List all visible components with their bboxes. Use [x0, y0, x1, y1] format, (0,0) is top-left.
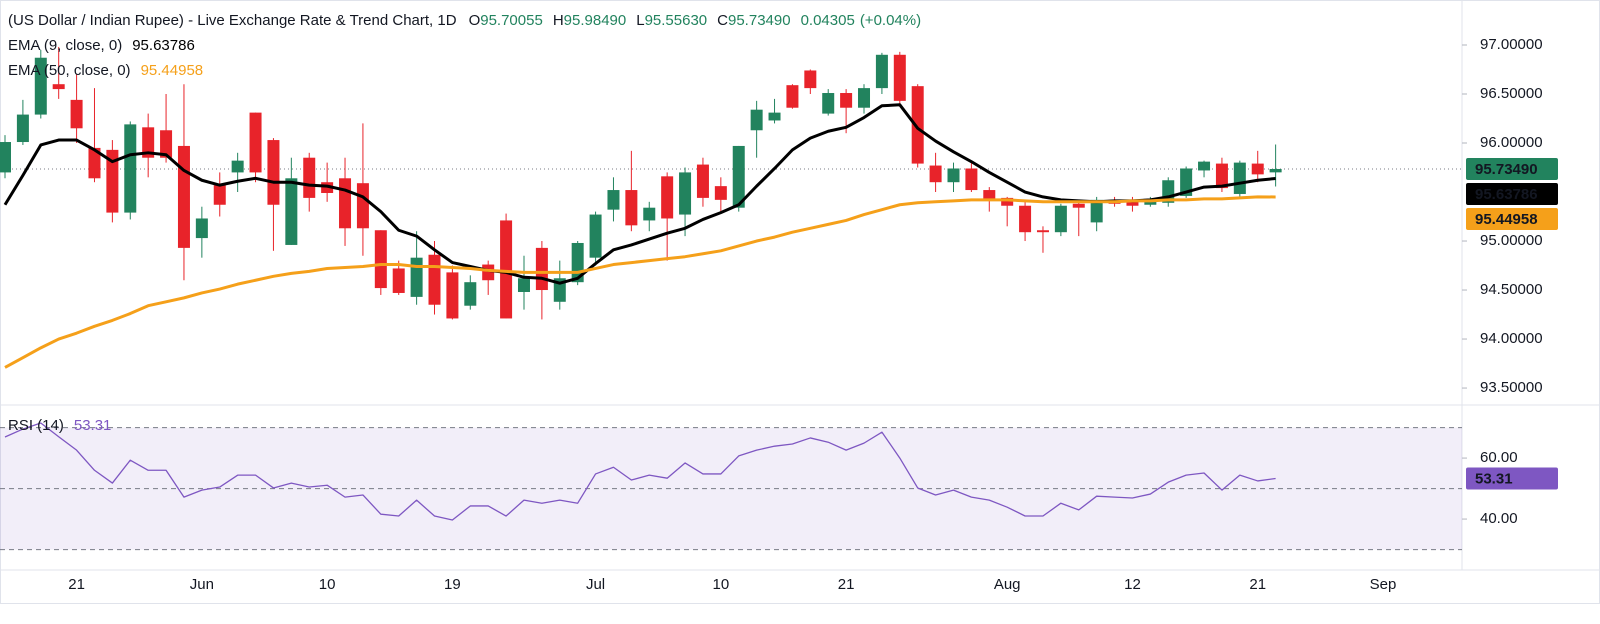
- candle-body: [661, 176, 673, 218]
- candle-body: [518, 278, 530, 292]
- ohlc-key: H: [553, 12, 564, 29]
- candle-body: [1037, 230, 1049, 232]
- legend-name: RSI (14): [8, 417, 64, 434]
- change-percent: (+0.04%): [860, 12, 921, 29]
- candle-body: [500, 220, 512, 318]
- legend-value: 95.63786: [132, 37, 195, 54]
- candle-body: [339, 178, 351, 228]
- x-tick-label: Aug: [994, 576, 1021, 593]
- candle-body: [947, 168, 959, 182]
- candle-body: [1073, 204, 1085, 208]
- candle-body: [0, 142, 11, 172]
- candle-body: [858, 88, 870, 108]
- x-tick-label: Sep: [1370, 576, 1397, 593]
- candle-body: [751, 110, 763, 131]
- candle-body: [393, 268, 405, 293]
- y-tick-label: 40.00: [1480, 510, 1518, 527]
- ohlc-value: 95.73490: [728, 12, 791, 29]
- y-tick-label: 60.00: [1480, 449, 1518, 466]
- candle-body: [930, 166, 942, 183]
- ohlc-value: 95.70055: [480, 12, 543, 29]
- candle-body: [840, 93, 852, 108]
- candle-body: [697, 165, 709, 198]
- x-tick-label: 21: [1249, 576, 1266, 593]
- candle-body: [1198, 162, 1210, 171]
- legend-entry: EMA (9, close, 0) 95.63786: [8, 37, 195, 54]
- x-tick-label: Jul: [586, 576, 605, 593]
- x-tick-label: 10: [319, 576, 336, 593]
- rsi-legend: RSI (14) 53.31: [8, 417, 111, 434]
- candle-body: [357, 183, 369, 228]
- candle-body: [625, 190, 637, 225]
- x-tick-label: 12: [1124, 576, 1141, 593]
- y-tick-label: 94.00000: [1480, 330, 1543, 347]
- ohlc-key: O: [469, 12, 481, 29]
- candle-body: [876, 55, 888, 88]
- candle-body: [411, 258, 423, 297]
- y-tick-label: 93.50000: [1480, 379, 1543, 396]
- x-tick-label: 21: [838, 576, 855, 593]
- ohlc-value: 95.98490: [564, 12, 627, 29]
- y-tick-label: 95.00000: [1480, 232, 1543, 249]
- candle-body: [965, 168, 977, 190]
- candle-body: [232, 161, 244, 173]
- candle-body: [124, 124, 136, 212]
- candle-body: [590, 215, 602, 258]
- candle-body: [71, 100, 83, 128]
- candle-body: [1252, 164, 1264, 175]
- candle-body: [769, 113, 781, 121]
- candle-body: [53, 84, 65, 89]
- y-tick-label: 96.00000: [1480, 134, 1543, 151]
- candle-body: [17, 115, 29, 142]
- legend-value: 95.44958: [141, 62, 204, 79]
- y-tick-label: 97.00000: [1480, 36, 1543, 53]
- candle-body: [285, 178, 297, 245]
- legend-name: EMA (50, close, 0): [8, 62, 131, 79]
- legend-value: 53.31: [74, 417, 112, 434]
- y-tick-label: 94.50000: [1480, 281, 1543, 298]
- rsi-tag: 53.31: [1475, 470, 1513, 487]
- candle-body: [643, 208, 655, 221]
- header-symbol: (US Dollar / Indian Rupee) - Live Exchan…: [8, 12, 457, 29]
- candle-body: [1234, 163, 1246, 194]
- x-tick-label: 10: [713, 576, 730, 593]
- legend-name: EMA (9, close, 0): [8, 37, 122, 54]
- candle-body: [607, 190, 619, 210]
- candle-body: [214, 185, 226, 205]
- price-tag: 95.73490: [1475, 161, 1538, 178]
- candle-body: [1055, 206, 1067, 232]
- candle-body: [303, 158, 315, 198]
- ohlc-value: 95.55630: [645, 12, 708, 29]
- candle-body: [1270, 169, 1282, 172]
- candle-body: [429, 255, 441, 305]
- candle-body: [822, 93, 834, 114]
- candle-body: [894, 55, 906, 101]
- candle-body: [1019, 206, 1031, 232]
- x-tick-label: Jun: [190, 576, 214, 593]
- legend-entry: EMA (50, close, 0) 95.44958: [8, 62, 203, 79]
- candle-body: [178, 146, 190, 248]
- candle-body: [804, 70, 816, 88]
- candle-body: [464, 282, 476, 306]
- candle-body: [446, 272, 458, 318]
- candle-body: [536, 248, 548, 290]
- candle-body: [679, 172, 691, 214]
- x-tick-label: 21: [68, 576, 85, 593]
- y-tick-label: 96.50000: [1480, 85, 1543, 102]
- change-value: 0.04305: [801, 12, 855, 29]
- candle-body: [250, 113, 262, 173]
- ohlc-key: C: [717, 12, 728, 29]
- x-tick-label: 19: [444, 576, 461, 593]
- ohlc-key: L: [636, 12, 644, 29]
- candle-body: [715, 186, 727, 200]
- candle-body: [786, 85, 798, 108]
- candle-body: [375, 230, 387, 288]
- candle-body: [267, 140, 279, 205]
- candle-body: [196, 218, 208, 238]
- price-tag: 95.44958: [1475, 211, 1538, 228]
- price-tag: 95.63786: [1475, 186, 1538, 203]
